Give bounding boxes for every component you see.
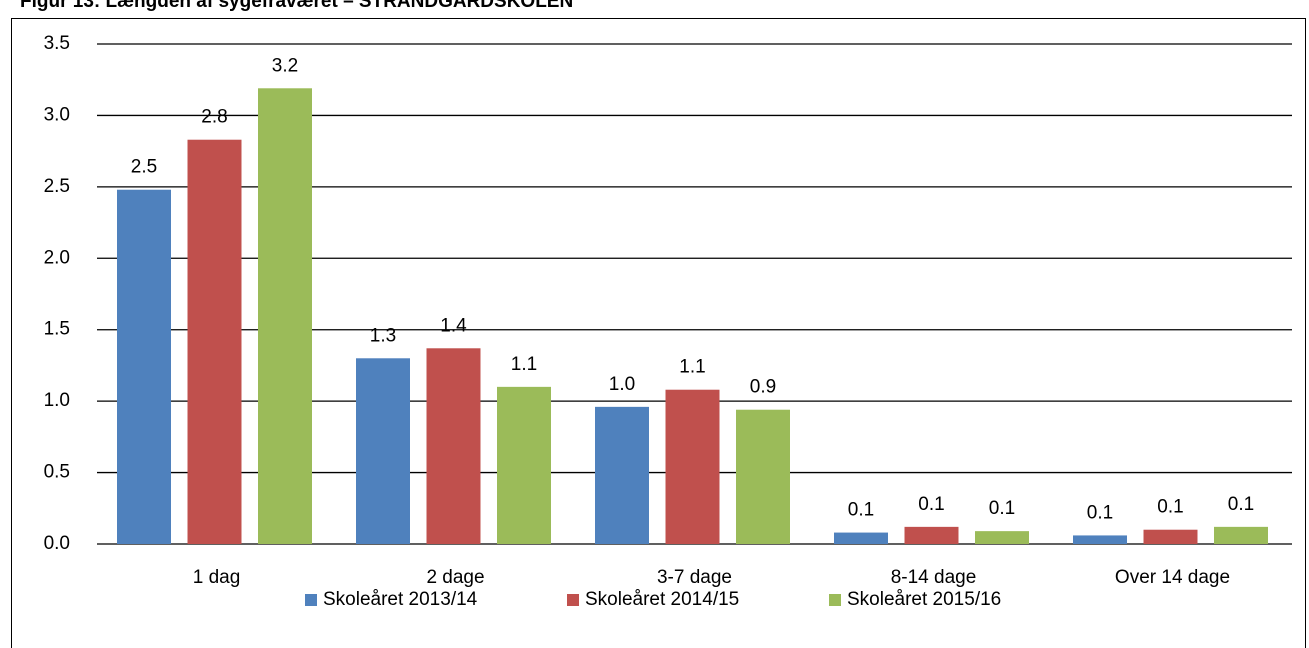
legend-swatch (567, 594, 579, 606)
data-label: 1.4 (440, 315, 467, 336)
bar (975, 531, 1029, 544)
data-label: 0.9 (750, 377, 776, 398)
data-label: 3.2 (272, 55, 298, 76)
y-tick-label: 1.5 (44, 319, 70, 340)
data-label: 1.1 (511, 354, 537, 375)
data-label: 2.5 (131, 157, 157, 178)
legend-label: Skoleåret 2014/15 (585, 589, 739, 610)
y-tick-label: 0.0 (44, 533, 70, 554)
y-tick-label: 2.5 (44, 176, 70, 197)
y-tick-label: 3.5 (44, 33, 70, 54)
bar (187, 139, 242, 544)
legend-label: Skoleåret 2013/14 (323, 589, 478, 610)
x-tick-label: 2 dage (426, 567, 484, 588)
bar (497, 386, 551, 544)
legend-label: Skoleåret 2015/16 (847, 589, 1001, 610)
x-tick-label: 8-14 dage (891, 567, 977, 588)
legend-swatch (829, 594, 841, 606)
y-tick-label: 2.0 (44, 247, 70, 268)
bar (117, 189, 171, 544)
data-label: 0.1 (1228, 494, 1254, 515)
data-label: 0.1 (1157, 497, 1183, 518)
chart-title: Figur 13: Længden af sygefraværet – STRA… (20, 0, 573, 12)
bar (258, 88, 312, 545)
data-label: 1.0 (609, 374, 635, 395)
data-label: 0.1 (1087, 502, 1113, 523)
data-label: 0.1 (918, 494, 944, 515)
data-label: 2.8 (201, 107, 227, 128)
data-label: 0.1 (989, 498, 1015, 519)
y-tick-label: 3.0 (44, 104, 70, 125)
x-tick-label: 1 dag (193, 567, 241, 588)
legend-swatch (305, 594, 317, 606)
y-tick-label: 1.0 (44, 390, 70, 411)
bar (426, 348, 481, 544)
bar (1073, 535, 1127, 544)
y-tick-label: 0.5 (44, 462, 70, 483)
x-tick-label: 3-7 dage (657, 567, 732, 588)
bar (356, 358, 410, 544)
bar (736, 409, 790, 544)
bar (665, 389, 720, 544)
bar (1143, 529, 1198, 544)
data-label: 1.3 (370, 325, 396, 346)
data-label: 1.1 (679, 357, 705, 378)
data-label: 0.1 (848, 500, 874, 521)
bar (1214, 526, 1268, 544)
bar (904, 526, 959, 544)
bar (834, 532, 888, 544)
bar (595, 406, 649, 544)
x-tick-label: Over 14 dage (1115, 567, 1230, 588)
